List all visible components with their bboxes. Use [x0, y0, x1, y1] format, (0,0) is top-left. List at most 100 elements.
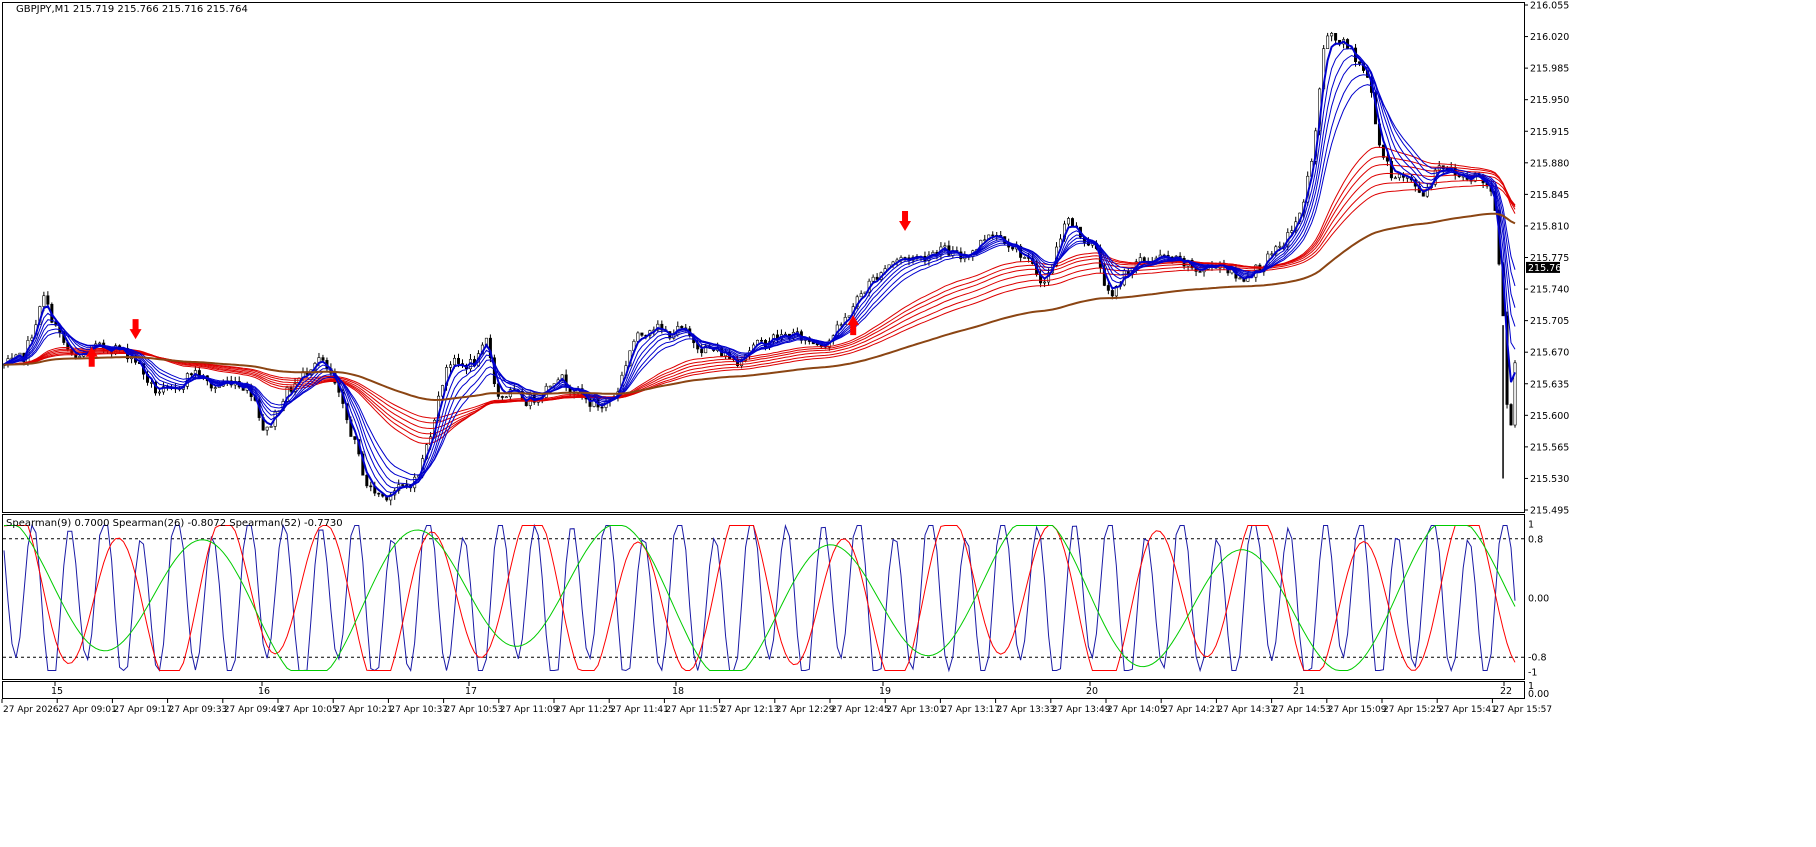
fast-ma-line: [3, 84, 1516, 476]
symbol-header: GBPJPY,M1 215.719 215.766 215.716 215.76…: [16, 4, 248, 15]
time-label: 27 Apr 12:45: [831, 705, 890, 715]
price-tick-label: 215.915: [1530, 127, 1569, 138]
indicator-tick-label: 1: [1528, 520, 1534, 531]
candle-body: [839, 324, 843, 326]
time-label: 27 Apr 14:53: [1273, 705, 1332, 715]
buy-signal-arrow: [847, 315, 860, 336]
price-tick-label: 215.600: [1530, 411, 1569, 422]
day-mark-label: 15: [51, 686, 63, 697]
day-mark-label: 16: [258, 686, 270, 697]
candle-body: [1138, 257, 1142, 263]
candle-body: [859, 293, 863, 298]
candle-body: [353, 436, 357, 440]
candle-body: [1070, 218, 1074, 227]
candle-body: [269, 426, 273, 428]
indicator-tick-label: -0.8: [1528, 653, 1547, 664]
candle-body: [1011, 246, 1015, 250]
candle-body: [1421, 192, 1425, 197]
candle-body: [1513, 362, 1517, 426]
price-tick-label: 215.810: [1530, 221, 1569, 232]
slow-ma-line: [3, 172, 1516, 430]
time-label: 27 Apr 15:09: [1328, 705, 1387, 715]
price-tick-label: 215.880: [1530, 158, 1569, 169]
day-mark-label: 21: [1293, 686, 1305, 697]
price-tick-label: 215.985: [1530, 64, 1569, 75]
time-label: 27 Apr 13:01: [886, 705, 945, 715]
day-mark-label: 22: [1500, 686, 1512, 697]
current-price-marker: 215.764: [1526, 261, 1567, 274]
candle-body: [1385, 157, 1389, 162]
candle-body: [1358, 61, 1362, 64]
candle-body: [1023, 257, 1027, 259]
time-label: 27 Apr 13:33: [997, 705, 1056, 715]
candle-body: [213, 387, 217, 389]
candle-body: [636, 332, 640, 342]
indicator-title: Spearman(9) 0.7000 Spearman(26) -0.8072 …: [6, 518, 343, 529]
day-mark-label: 17: [465, 686, 477, 697]
price-tick-label: 215.635: [1530, 379, 1569, 390]
candle-body: [943, 245, 947, 248]
price-tick-label: 215.670: [1530, 348, 1569, 359]
fast-ma-line: [3, 40, 1516, 498]
time-label: 27 Apr 09:49: [224, 705, 283, 715]
time-label: 27 Apr 12:13: [721, 705, 780, 715]
time-label: 27 Apr 10:53: [445, 705, 504, 715]
sell-signal-arrow: [899, 210, 912, 231]
price-tick-label: 215.845: [1530, 190, 1569, 201]
time-label: 27 Apr 2026: [3, 705, 59, 715]
candle-body: [401, 484, 405, 486]
candle-body: [1509, 404, 1513, 426]
candle-body: [449, 364, 453, 368]
svg-text:215.764: 215.764: [1528, 263, 1567, 274]
candle-body: [161, 386, 165, 393]
time-label: 27 Apr 09:01: [58, 705, 117, 715]
candle-body: [1106, 285, 1110, 291]
indicator-axis: 10.80.00-0.8-110.00: [1528, 520, 1549, 701]
candle-body: [1043, 281, 1047, 284]
candle-body: [1393, 177, 1397, 180]
time-label: 27 Apr 09:17: [113, 705, 172, 715]
long-ma-line: [3, 212, 1516, 402]
candle-body: [1334, 33, 1338, 41]
candle-body: [700, 348, 704, 354]
time-label: 27 Apr 14:37: [1217, 705, 1276, 715]
candle-body: [453, 357, 457, 366]
candle-body: [1238, 277, 1242, 280]
time-label: 27 Apr 11:09: [500, 705, 559, 715]
time-label: 27 Apr 10:05: [279, 705, 338, 715]
time-label: 27 Apr 10:37: [389, 705, 448, 715]
day-mark-label: 18: [672, 686, 684, 697]
time-label: 27 Apr 14:21: [1162, 705, 1221, 715]
price-plot[interactable]: [2, 31, 1517, 506]
price-tick-label: 215.565: [1530, 442, 1569, 453]
time-label: 27 Apr 13:49: [1052, 705, 1111, 715]
candle-body: [548, 385, 552, 388]
indicator-frame: [2, 514, 1525, 680]
price-tick-label: 216.020: [1530, 32, 1569, 43]
indicator-tick-label: 0.00: [1528, 594, 1549, 605]
candle-body: [1278, 245, 1282, 248]
candle-body: [1381, 144, 1385, 158]
candle-body: [157, 391, 161, 394]
main-chart-frame: [2, 2, 1525, 513]
day-mark-label: 20: [1086, 686, 1098, 697]
candle-body: [78, 356, 82, 358]
price-tick-label: 216.055: [1530, 1, 1569, 12]
spearman-line-spearman52: [4, 525, 1516, 671]
time-axis-frame: [2, 681, 1525, 699]
price-tick-label: 215.950: [1530, 95, 1569, 106]
candle-body: [600, 406, 604, 409]
candle-body: [1330, 33, 1334, 37]
candle-body: [500, 396, 504, 398]
spearman-line-spearman9: [3, 523, 1516, 673]
candle-body: [42, 295, 46, 307]
candle-body: [285, 387, 289, 402]
price-tick-label: 215.495: [1530, 506, 1569, 517]
time-label: 27 Apr 11:25: [555, 705, 614, 715]
time-label: 27 Apr 14:05: [1107, 705, 1166, 715]
time-label: 27 Apr 13:17: [941, 705, 1000, 715]
time-label: 27 Apr 09:33: [169, 705, 228, 715]
candle-body: [1198, 271, 1202, 273]
spearman-plot[interactable]: [3, 523, 1524, 673]
